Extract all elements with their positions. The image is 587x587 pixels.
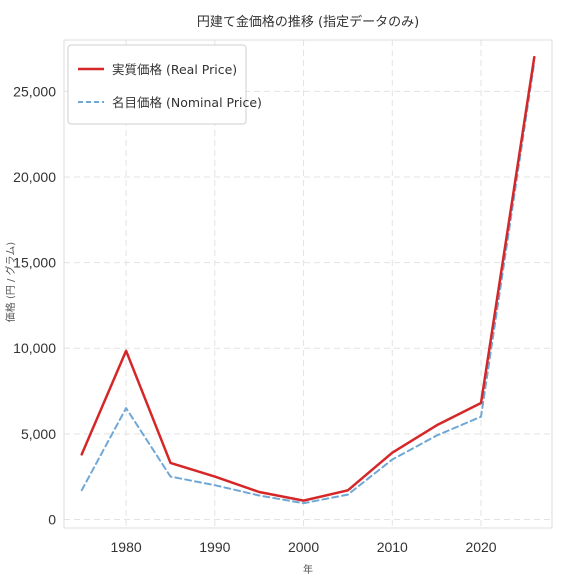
- y-tick-label: 25,000: [13, 83, 56, 99]
- x-tick-label: 2020: [465, 539, 496, 555]
- y-tick-label: 10,000: [13, 340, 56, 356]
- tick-labels: 1980 1990 2000 2010 2020 0 5,000 10,000 15,000 20…: [13, 83, 497, 555]
- series-line-real: [80, 55, 536, 502]
- grid: [64, 40, 552, 528]
- y-tick-label: 0: [48, 511, 56, 527]
- x-tick-label: 2000: [288, 539, 319, 555]
- y-tick-label: 20,000: [13, 169, 56, 185]
- y-tick-label: 5,000: [21, 426, 56, 442]
- x-axis-label: 年: [303, 563, 313, 576]
- x-tick-label: 1990: [199, 539, 230, 555]
- legend-label-real: 実質価格 (Real Price): [112, 62, 237, 77]
- legend: 実質価格 (Real Price) 名目価格 (Nominal Price): [67, 44, 262, 125]
- series-group: [80, 55, 536, 505]
- chart-title: 円建て金価格の推移 (指定データのみ): [197, 14, 419, 30]
- y-tick-label: 15,000: [13, 255, 56, 271]
- legend-label-nominal: 名目価格 (Nominal Price): [112, 95, 262, 110]
- x-tick-label: 1980: [111, 539, 142, 555]
- y-axis-label: 価格 (円 / グラム): [4, 242, 17, 323]
- series-line-nominal: [80, 61, 536, 505]
- plot-frame: [63, 39, 553, 529]
- plot-border: [63, 39, 553, 529]
- x-tick-label: 2010: [377, 539, 408, 555]
- legend-box: [67, 44, 247, 125]
